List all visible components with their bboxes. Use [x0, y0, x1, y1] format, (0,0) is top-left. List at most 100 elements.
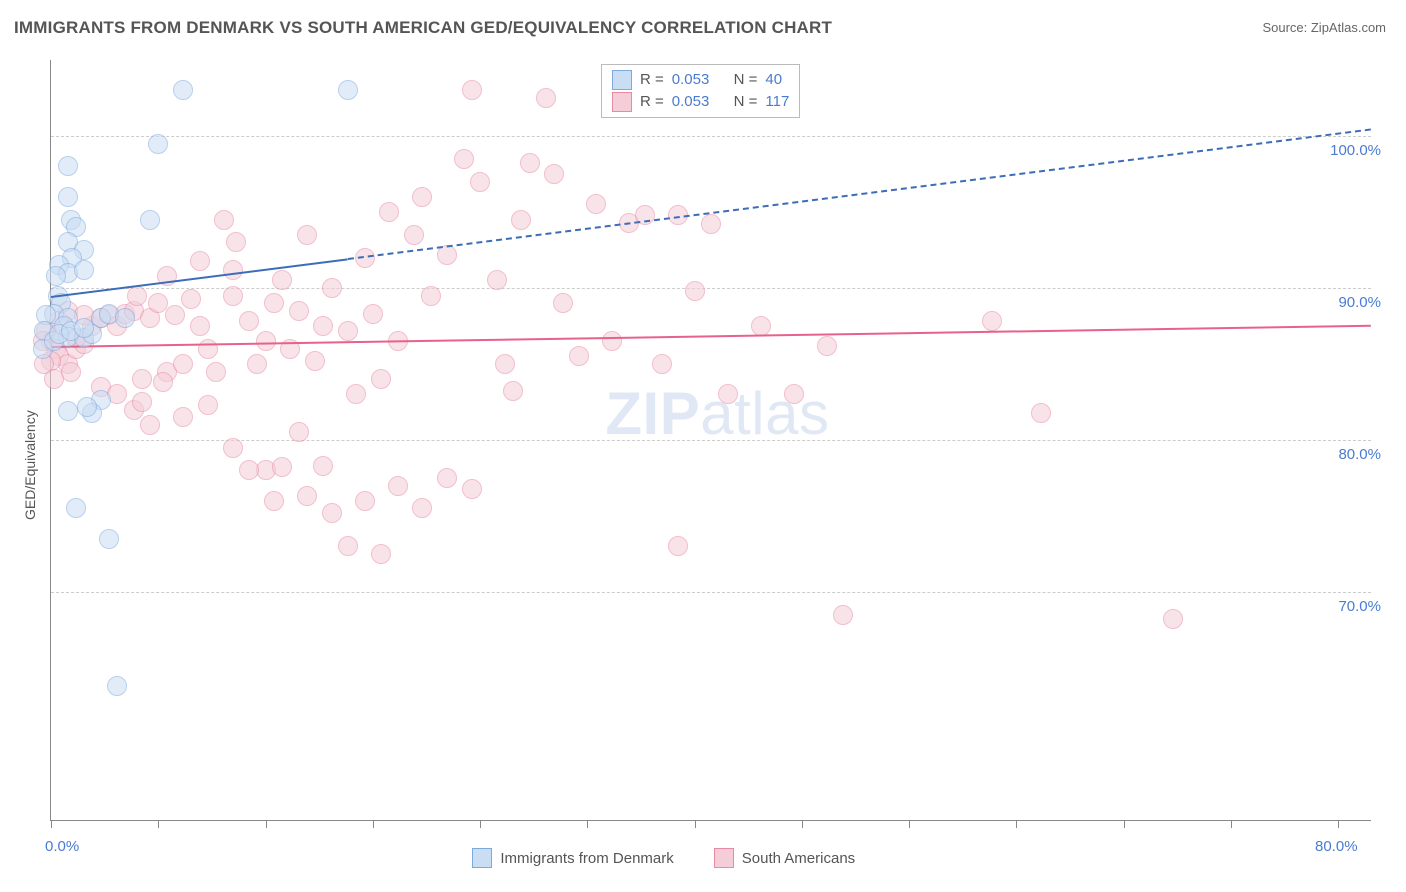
point-south [495, 354, 515, 374]
point-south [264, 293, 284, 313]
point-south [1163, 609, 1183, 629]
point-south [132, 369, 152, 389]
point-south [833, 605, 853, 625]
point-south [223, 260, 243, 280]
point-denmark [58, 401, 78, 421]
n-label: N = [734, 91, 758, 113]
watermark-bold: ZIP [605, 380, 700, 447]
legend-item-south: South Americans [714, 848, 855, 868]
r-value-denmark: 0.053 [672, 69, 710, 91]
point-south [132, 392, 152, 412]
point-south [437, 468, 457, 488]
point-south [470, 172, 490, 192]
point-south [982, 311, 1002, 331]
gridline-y [51, 136, 1371, 137]
point-denmark [58, 187, 78, 207]
point-south [718, 384, 738, 404]
point-south [668, 536, 688, 556]
point-south [127, 286, 147, 306]
x-tick [1124, 820, 1125, 828]
point-south [289, 301, 309, 321]
point-south [371, 544, 391, 564]
point-south [685, 281, 705, 301]
point-south [346, 384, 366, 404]
point-south [412, 498, 432, 518]
point-south [313, 316, 333, 336]
point-south [462, 479, 482, 499]
y-tick-label: 90.0% [1311, 294, 1381, 311]
point-south [338, 321, 358, 341]
swatch-denmark [612, 70, 632, 90]
swatch-south [714, 848, 734, 868]
point-south [239, 311, 259, 331]
r-label: R = [640, 91, 664, 113]
point-south [247, 354, 267, 374]
r-label: R = [640, 69, 664, 91]
point-south [322, 503, 342, 523]
legend-stats: R =0.053 N =40R =0.053 N =117 [601, 64, 800, 118]
point-denmark [338, 80, 358, 100]
x-tick [909, 820, 910, 828]
x-tick [1338, 820, 1339, 828]
point-south [363, 304, 383, 324]
scatter-plot: ZIPatlas 70.0%80.0%90.0%100.0%R =0.053 N… [50, 60, 1371, 821]
point-denmark [173, 80, 193, 100]
point-south [297, 486, 317, 506]
x-tick [266, 820, 267, 828]
x-tick [587, 820, 588, 828]
point-denmark [107, 676, 127, 696]
point-south [371, 369, 391, 389]
point-south [586, 194, 606, 214]
point-denmark [74, 260, 94, 280]
x-tick [373, 820, 374, 828]
x-tick [1231, 820, 1232, 828]
legend-bottom: Immigrants from Denmark South Americans [472, 848, 855, 868]
point-south [751, 316, 771, 336]
point-denmark [66, 498, 86, 518]
point-south [520, 153, 540, 173]
trendline-denmark-dashed [348, 128, 1371, 260]
legend-stat-row-denmark: R =0.053 N =40 [612, 69, 789, 91]
point-south [297, 225, 317, 245]
chart-title: IMMIGRANTS FROM DENMARK VS SOUTH AMERICA… [14, 18, 832, 38]
x-tick [695, 820, 696, 828]
point-south [305, 351, 325, 371]
point-south [511, 210, 531, 230]
x-tick-label: 0.0% [45, 838, 79, 855]
point-south [388, 476, 408, 496]
source-attribution: Source: ZipAtlas.com [1262, 20, 1386, 35]
point-south [487, 270, 507, 290]
point-south [153, 372, 173, 392]
point-south [421, 286, 441, 306]
point-south [198, 395, 218, 415]
y-tick-label: 100.0% [1311, 142, 1381, 159]
legend-label-denmark: Immigrants from Denmark [500, 850, 673, 867]
point-south [454, 149, 474, 169]
point-south [652, 354, 672, 374]
y-axis-label: GED/Equivalency [22, 410, 38, 520]
point-south [462, 80, 482, 100]
point-south [602, 331, 622, 351]
point-denmark [99, 529, 119, 549]
point-south [173, 407, 193, 427]
point-south [701, 214, 721, 234]
swatch-south [612, 92, 632, 112]
gridline-y [51, 288, 1371, 289]
point-denmark [58, 156, 78, 176]
point-south [206, 362, 226, 382]
point-south [165, 305, 185, 325]
point-south [404, 225, 424, 245]
point-south [817, 336, 837, 356]
n-label: N = [734, 69, 758, 91]
point-denmark [77, 397, 97, 417]
gridline-y [51, 592, 1371, 593]
point-south [223, 286, 243, 306]
point-south [198, 339, 218, 359]
point-south [544, 164, 564, 184]
point-denmark [140, 210, 160, 230]
point-denmark [74, 318, 94, 338]
point-south [553, 293, 573, 313]
point-south [289, 422, 309, 442]
point-south [256, 331, 276, 351]
point-south [536, 88, 556, 108]
